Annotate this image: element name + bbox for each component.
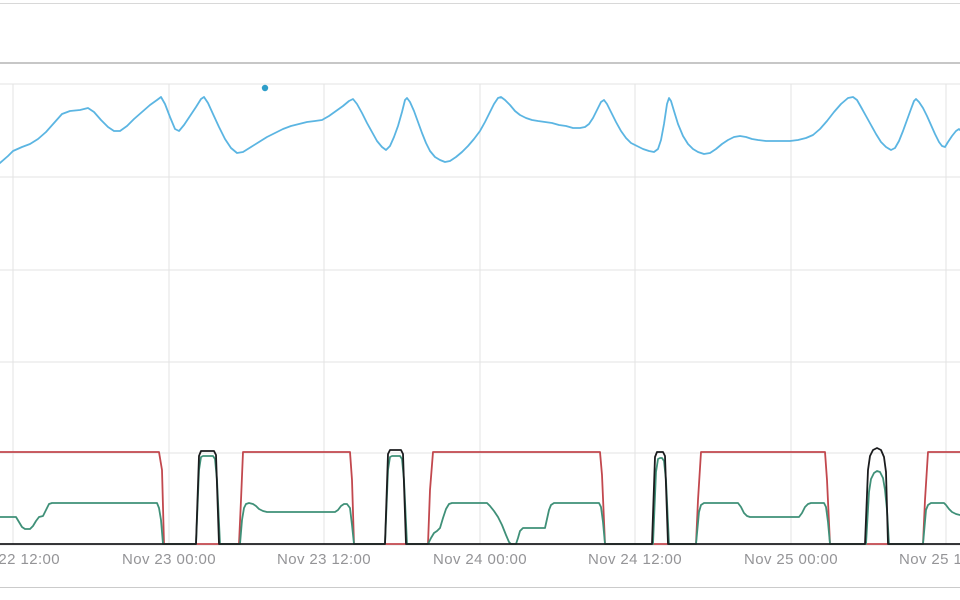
x-tick-label: Nov 25 00:00 bbox=[743, 551, 839, 568]
panel-bottom-border bbox=[0, 587, 960, 588]
panel-header-divider bbox=[0, 62, 960, 64]
x-tick-label: Nov 22 12:00 bbox=[0, 551, 61, 568]
x-tick-label: Nov 24 12:00 bbox=[587, 551, 683, 568]
chart-plot-area[interactable] bbox=[0, 64, 960, 545]
x-tick-label: Nov 25 12:00 bbox=[898, 551, 960, 568]
x-tick-label: Nov 24 00:00 bbox=[432, 551, 528, 568]
panel-top-border bbox=[0, 3, 960, 4]
x-tick-label: Nov 23 12:00 bbox=[276, 551, 372, 568]
x-tick-label: Nov 23 00:00 bbox=[121, 551, 217, 568]
panel-header bbox=[0, 4, 960, 62]
